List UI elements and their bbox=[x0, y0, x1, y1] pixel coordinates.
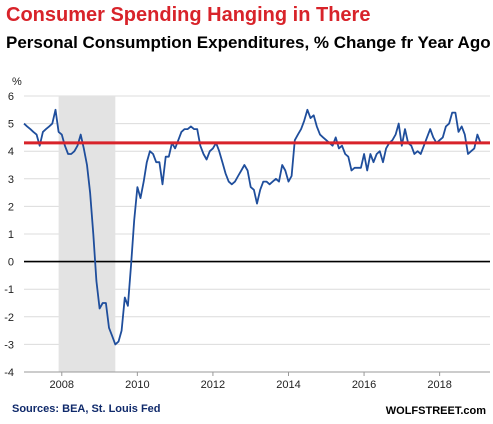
pce-series-line bbox=[23, 108, 482, 346]
y-tick-label: 0 bbox=[8, 257, 14, 269]
y-tick-label: -1 bbox=[4, 284, 14, 296]
y-tick-label: -2 bbox=[4, 312, 14, 324]
recession-band-layer bbox=[58, 96, 116, 372]
x-tick-label: 2012 bbox=[201, 379, 225, 391]
x-tick-label: 2010 bbox=[125, 379, 149, 391]
y-tick-label: 1 bbox=[8, 229, 14, 241]
x-tick-label: 2016 bbox=[352, 379, 376, 391]
y-tick-label: -3 bbox=[4, 339, 14, 351]
x-tick-label: 2008 bbox=[50, 379, 74, 391]
y-tick-label: -4 bbox=[4, 367, 14, 379]
axis-layer bbox=[24, 260, 490, 376]
x-tick-label: 2014 bbox=[276, 379, 300, 391]
series-layer bbox=[23, 108, 490, 346]
tick-label-layer: 6 5 4 3 2 1 0 -1 -2 -3 -4 2008 2010 2012 2014 2016 2018 bbox=[4, 91, 452, 391]
y-tick-label: 2 bbox=[8, 201, 14, 213]
chart-title: Consumer Spending Hanging in There bbox=[6, 4, 371, 26]
y-axis-unit-label: % bbox=[12, 76, 22, 88]
x-tick-label: 2018 bbox=[427, 379, 451, 391]
y-tick-label: 6 bbox=[8, 91, 14, 103]
brand-watermark: WOLFSTREET.com bbox=[386, 405, 486, 417]
y-tick-label: 3 bbox=[8, 174, 14, 186]
source-note: Sources: BEA, St. Louis Fed bbox=[12, 403, 161, 415]
recession-band bbox=[58, 96, 116, 372]
y-tick-label: 4 bbox=[8, 146, 14, 158]
y-tick-label: 5 bbox=[8, 119, 14, 131]
chart-subtitle: Personal Consumption Expenditures, % Cha… bbox=[6, 33, 491, 52]
